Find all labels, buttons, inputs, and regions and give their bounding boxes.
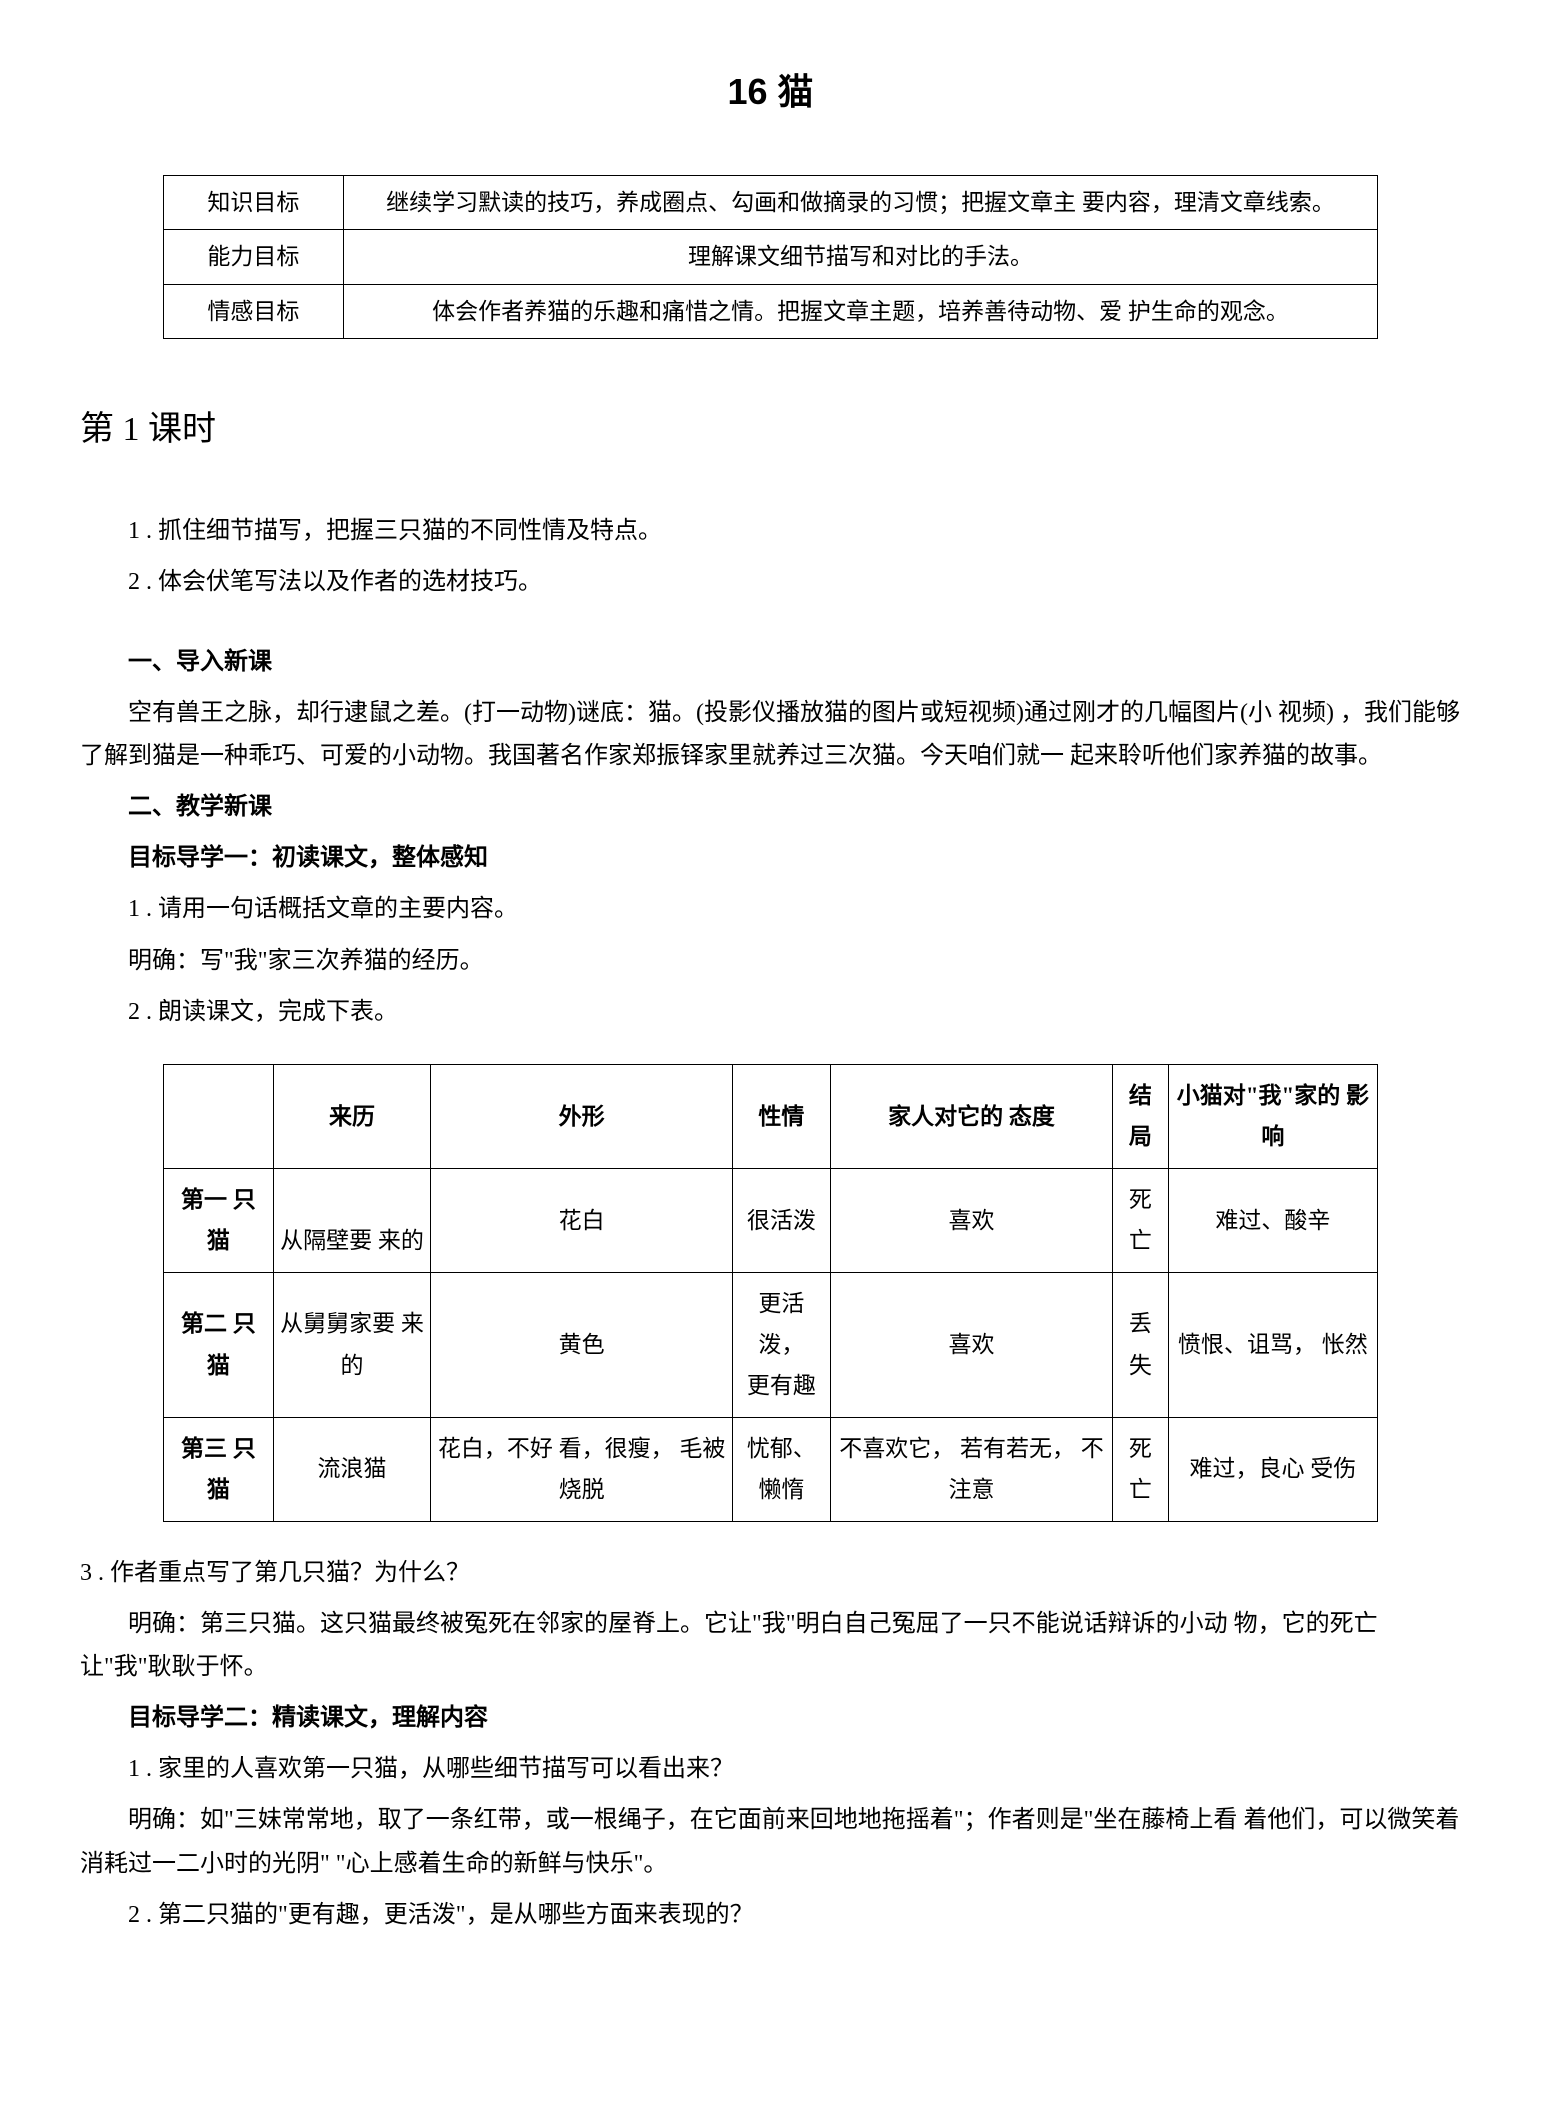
table-cell: 丢失 — [1113, 1272, 1168, 1417]
table-cell: 死亡 — [1113, 1417, 1168, 1521]
table-cell: 很活泼 — [733, 1168, 831, 1272]
table-cell: 不喜欢它， 若有若无， 不注意 — [830, 1417, 1112, 1521]
answer: 明确：写"我"家三次养猫的经历。 — [80, 940, 1461, 983]
table-header-row: 来历 外形 性情 家人对它的 态度 结局 小猫对"我"家的 影响 — [163, 1065, 1377, 1169]
table-header: 性情 — [733, 1065, 831, 1169]
goal-content: 体会作者养猫的乐趣和痛惜之情。把握文章主题，培养善待动物、爱 护生命的观念。 — [343, 284, 1377, 338]
question: 3 . 作者重点写了第几只猫？为什么？ — [80, 1552, 1461, 1595]
table-cell: 愤恨、诅骂， 怅然 — [1168, 1272, 1378, 1417]
table-cell: 花白 — [431, 1168, 733, 1272]
table-cell: 黄色 — [431, 1272, 733, 1417]
table-cell: 难过，良心 受伤 — [1168, 1417, 1378, 1521]
table-cell: 更活泼， 更有趣 — [733, 1272, 831, 1417]
section-title: 二、教学新课 — [80, 786, 1461, 829]
table-row: 第三 只猫 流浪猫 花白，不好 看，很瘦， 毛被烧脱 忧郁、 懒惰 不喜欢它， … — [163, 1417, 1377, 1521]
target-title: 目标导学一：初读课文，整体感知 — [80, 837, 1461, 880]
table-cell: 喜欢 — [830, 1168, 1112, 1272]
table-row: 知识目标 继续学习默读的技巧，养成圈点、勾画和做摘录的习惯；把握文章主 要内容，… — [163, 175, 1377, 229]
table-header: 来历 — [273, 1065, 430, 1169]
goal-content: 理解课文细节描写和对比的手法。 — [343, 230, 1377, 284]
row-label: 第三 只猫 — [163, 1417, 273, 1521]
goals-table: 知识目标 继续学习默读的技巧，养成圈点、勾画和做摘录的习惯；把握文章主 要内容，… — [163, 175, 1378, 339]
table-header: 结局 — [1113, 1065, 1168, 1169]
goal-label: 知识目标 — [163, 175, 343, 229]
table-header: 小猫对"我"家的 影响 — [1168, 1065, 1378, 1169]
table-cell: 喜欢 — [830, 1272, 1112, 1417]
answer: 明确：第三只猫。这只猫最终被冤死在邻家的屋脊上。它让"我"明白自己冤屈了一只不能… — [80, 1603, 1461, 1689]
question: 2 . 第二只猫的"更有趣，更活泼"，是从哪些方面来表现的？ — [80, 1894, 1461, 1937]
goal-content: 继续学习默读的技巧，养成圈点、勾画和做摘录的习惯；把握文章主 要内容，理清文章线… — [343, 175, 1377, 229]
goal-label: 能力目标 — [163, 230, 343, 284]
table-cell: 从隔壁要 来的 — [273, 1168, 430, 1272]
table-row: 第二 只猫 从舅舅家要 来的 黄色 更活泼， 更有趣 喜欢 丢失 愤恨、诅骂， … — [163, 1272, 1377, 1417]
section-title: 一、导入新课 — [80, 641, 1461, 684]
table-cell: 从舅舅家要 来的 — [273, 1272, 430, 1417]
answer: 明确：如"三妹常常地，取了一条红带，或一根绳子，在它面前来回地地拖摇着"；作者则… — [80, 1799, 1461, 1885]
document-title: 16 猫 — [80, 60, 1461, 125]
section-body: 空有兽王之脉，却行逮鼠之差。(打一动物)谜底：猫。(投影仪播放猫的图片或短视频)… — [80, 692, 1461, 778]
row-label: 第二 只猫 — [163, 1272, 273, 1417]
lesson-header: 第 1 课时 — [80, 399, 1461, 460]
table-cell: 难过、酸辛 — [1168, 1168, 1378, 1272]
table-cell: 死亡 — [1113, 1168, 1168, 1272]
question: 1 . 请用一句话概括文章的主要内容。 — [80, 888, 1461, 931]
table-header — [163, 1065, 273, 1169]
table-cell: 花白，不好 看，很瘦， 毛被烧脱 — [431, 1417, 733, 1521]
table-cell: 忧郁、 懒惰 — [733, 1417, 831, 1521]
question: 2 . 朗读课文，完成下表。 — [80, 991, 1461, 1034]
question: 1 . 家里的人喜欢第一只猫，从哪些细节描写可以看出来？ — [80, 1748, 1461, 1791]
goal-label: 情感目标 — [163, 284, 343, 338]
objective-item: 1 . 抓住细节描写，把握三只猫的不同性情及特点。 — [80, 510, 1461, 553]
objective-item: 2 . 体会伏笔写法以及作者的选材技巧。 — [80, 561, 1461, 604]
row-label: 第一 只猫 — [163, 1168, 273, 1272]
table-cell: 流浪猫 — [273, 1417, 430, 1521]
table-row: 第一 只猫 从隔壁要 来的 花白 很活泼 喜欢 死亡 难过、酸辛 — [163, 1168, 1377, 1272]
target-title: 目标导学二：精读课文，理解内容 — [80, 1697, 1461, 1740]
cat-comparison-table: 来历 外形 性情 家人对它的 态度 结局 小猫对"我"家的 影响 第一 只猫 从… — [163, 1064, 1378, 1522]
table-row: 情感目标 体会作者养猫的乐趣和痛惜之情。把握文章主题，培养善待动物、爱 护生命的… — [163, 284, 1377, 338]
table-header: 外形 — [431, 1065, 733, 1169]
table-header: 家人对它的 态度 — [830, 1065, 1112, 1169]
table-row: 能力目标 理解课文细节描写和对比的手法。 — [163, 230, 1377, 284]
